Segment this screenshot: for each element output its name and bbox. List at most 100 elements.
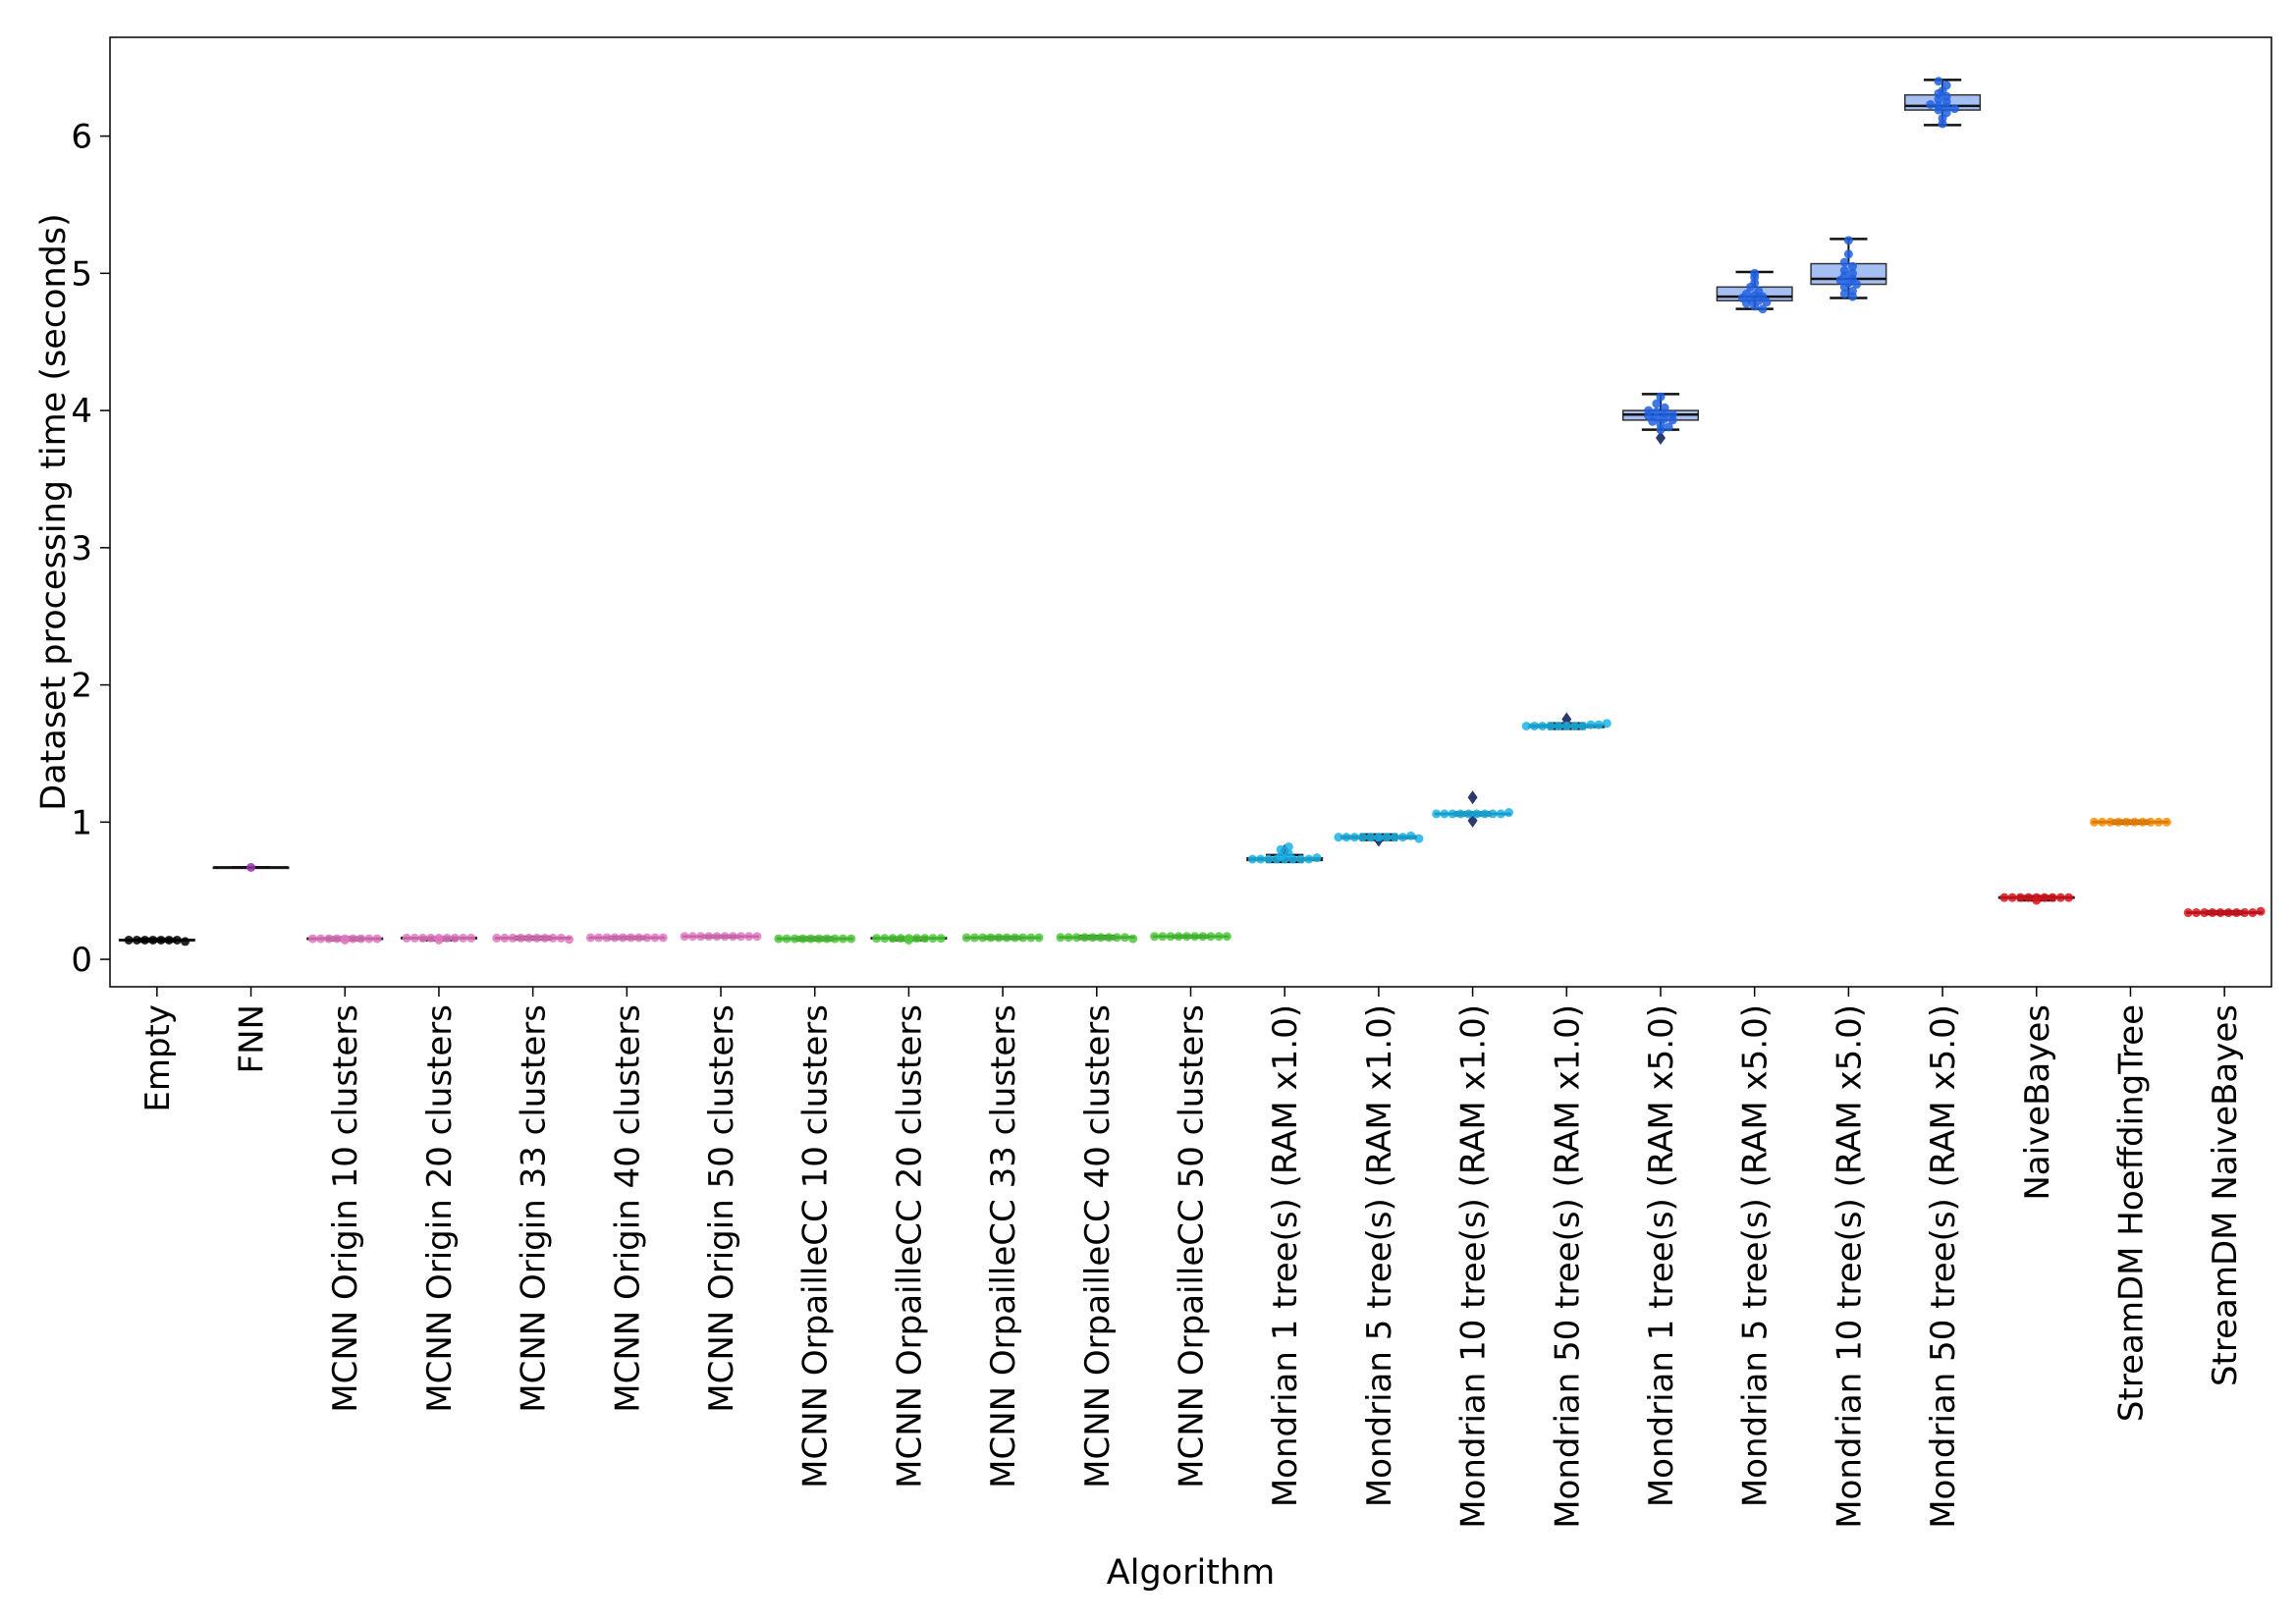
data-point bbox=[1312, 853, 1322, 863]
data-point bbox=[2215, 908, 2225, 918]
x-tick-label: Mondrian 10 tree(s) (RAM x1.0) bbox=[1454, 1004, 1494, 1529]
data-point bbox=[1503, 808, 1513, 818]
box-group bbox=[774, 934, 856, 944]
data-point bbox=[752, 932, 762, 942]
data-point bbox=[1561, 721, 1571, 730]
data-point bbox=[806, 934, 816, 944]
data-point bbox=[1034, 933, 1044, 943]
data-point bbox=[1390, 833, 1399, 842]
x-tick-label: MCNN Origin 50 clusters bbox=[702, 1004, 741, 1413]
data-point bbox=[466, 933, 476, 943]
box-group bbox=[2090, 817, 2171, 827]
data-point bbox=[2146, 817, 2156, 827]
data-point bbox=[1667, 415, 1677, 425]
x-tick-label: Mondrian 10 tree(s) (RAM x5.0) bbox=[1830, 1004, 1869, 1529]
data-point bbox=[1071, 933, 1081, 943]
data-point bbox=[920, 934, 930, 944]
data-point bbox=[2024, 893, 2034, 902]
data-point bbox=[936, 934, 946, 944]
data-point bbox=[1586, 720, 1596, 730]
data-point bbox=[912, 934, 922, 944]
data-point bbox=[1166, 932, 1175, 942]
data-point bbox=[1496, 809, 1505, 819]
data-point bbox=[847, 934, 856, 944]
data-point bbox=[642, 933, 652, 943]
data-point bbox=[2015, 893, 2025, 902]
data-point bbox=[1762, 298, 1772, 307]
data-point bbox=[500, 933, 510, 943]
data-point bbox=[548, 933, 558, 943]
data-point bbox=[1835, 275, 1845, 285]
x-tick-label: FNN bbox=[233, 1004, 272, 1073]
data-point bbox=[364, 934, 374, 944]
data-point bbox=[1746, 282, 1756, 292]
data-point bbox=[2007, 893, 2017, 902]
data-point bbox=[1594, 720, 1604, 730]
data-point bbox=[1206, 932, 1216, 942]
plot-area bbox=[118, 77, 2266, 947]
data-point bbox=[822, 934, 832, 944]
box-group bbox=[400, 933, 477, 945]
data-point bbox=[2240, 908, 2250, 918]
data-point bbox=[1480, 809, 1490, 819]
y-tick-label: 1 bbox=[71, 803, 92, 842]
data-point bbox=[1843, 236, 1853, 245]
x-tick-label: Mondrian 5 tree(s) (RAM x1.0) bbox=[1360, 1004, 1399, 1507]
data-point bbox=[634, 933, 644, 943]
data-point bbox=[1448, 809, 1457, 819]
data-point bbox=[658, 933, 668, 943]
data-point bbox=[1538, 721, 1548, 730]
x-tick-label: Mondrian 1 tree(s) (RAM x1.0) bbox=[1266, 1004, 1305, 1507]
data-point bbox=[524, 933, 534, 943]
x-tick-label: StreamDM NaiveBayes bbox=[2206, 1004, 2245, 1386]
data-point bbox=[434, 935, 444, 945]
data-point bbox=[1648, 416, 1658, 426]
data-point bbox=[132, 935, 141, 945]
data-point bbox=[2256, 906, 2266, 916]
data-point bbox=[1334, 833, 1343, 842]
data-point bbox=[1758, 304, 1768, 314]
data-point bbox=[1602, 719, 1612, 729]
box-group bbox=[1621, 392, 1700, 446]
box-group bbox=[1150, 932, 1231, 942]
data-point bbox=[1088, 933, 1098, 943]
data-point bbox=[2121, 817, 2131, 827]
data-point bbox=[1999, 893, 2009, 902]
y-tick-label: 0 bbox=[71, 941, 92, 980]
data-point bbox=[2064, 893, 2074, 902]
y-tick-label: 4 bbox=[71, 392, 92, 431]
data-point bbox=[450, 933, 460, 943]
data-point bbox=[994, 933, 1004, 943]
data-point bbox=[1128, 934, 1138, 944]
data-point bbox=[814, 934, 824, 944]
data-point bbox=[1664, 422, 1673, 432]
data-point bbox=[728, 932, 738, 942]
data-point bbox=[1656, 392, 1666, 402]
data-point bbox=[1847, 261, 1857, 271]
data-point bbox=[124, 935, 134, 945]
data-point bbox=[928, 934, 938, 944]
box-group bbox=[1334, 831, 1424, 847]
data-point bbox=[1455, 809, 1465, 819]
x-tick-label: Empty bbox=[138, 1004, 178, 1112]
data-point bbox=[1521, 721, 1531, 730]
data-point bbox=[1174, 932, 1183, 942]
data-point bbox=[774, 934, 784, 944]
data-point bbox=[1406, 831, 1416, 840]
data-point bbox=[2161, 817, 2171, 827]
data-point bbox=[1529, 721, 1539, 730]
box-group bbox=[118, 935, 195, 947]
box-group bbox=[585, 933, 668, 943]
data-point bbox=[2048, 893, 2057, 902]
data-point bbox=[316, 934, 326, 944]
data-point bbox=[2248, 908, 2258, 918]
data-point bbox=[2231, 908, 2241, 918]
box-group bbox=[1521, 712, 1612, 730]
data-point bbox=[969, 933, 979, 943]
data-point bbox=[903, 935, 913, 945]
data-point bbox=[1949, 104, 1959, 114]
data-point bbox=[888, 934, 898, 944]
data-point bbox=[1839, 282, 1849, 292]
data-point bbox=[744, 932, 754, 942]
data-point bbox=[602, 933, 612, 943]
